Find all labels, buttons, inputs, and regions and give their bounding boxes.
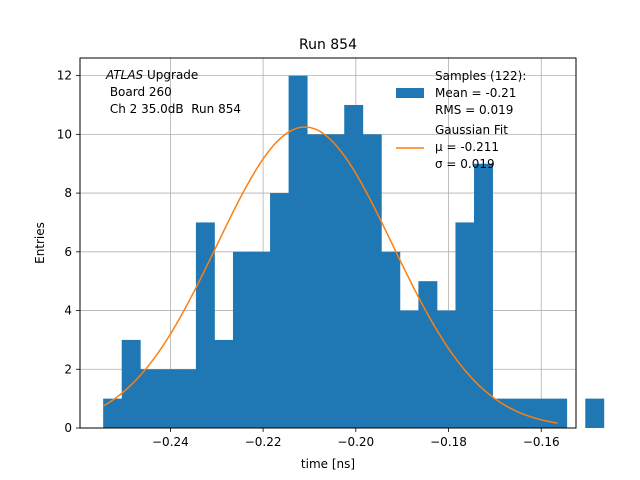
- histogram-bar: [436, 310, 456, 428]
- histogram-bar: [399, 310, 419, 428]
- x-tick-label: −0.16: [523, 435, 560, 449]
- histogram-bar: [455, 222, 475, 428]
- y-axis-label: Entries: [33, 222, 47, 264]
- histogram-bar: [232, 251, 252, 428]
- x-tick-label: −0.18: [430, 435, 467, 449]
- y-tick-label: 2: [64, 362, 72, 376]
- legend-histogram-mean: Mean = -0.21: [435, 86, 516, 100]
- histogram-bar: [251, 251, 271, 428]
- annotation-line-1: ATLAS Upgrade: [105, 68, 198, 82]
- histogram-bar: [548, 398, 568, 428]
- y-tick-label: 6: [64, 245, 72, 259]
- histogram-bar: [585, 398, 605, 428]
- legend-histogram-rms: RMS = 0.019: [435, 103, 513, 117]
- histogram-bar: [381, 251, 401, 428]
- legend-fit-title: Gaussian Fit: [435, 123, 508, 137]
- histogram-bar: [325, 134, 345, 428]
- histogram-bar: [344, 104, 364, 428]
- gaussian-fit-line: [102, 126, 558, 424]
- legend-fit-sigma: σ = 0.019: [435, 157, 495, 171]
- histogram-bar: [529, 398, 549, 428]
- y-tick-label: 8: [64, 186, 72, 200]
- x-tick-label: −0.20: [337, 435, 374, 449]
- x-axis-label: time [ns]: [301, 457, 355, 471]
- plot-frame: [79, 57, 577, 429]
- histogram-bar: [307, 134, 327, 428]
- histogram-bar: [418, 281, 438, 428]
- y-tick-label: 12: [57, 69, 72, 83]
- annotation-line-2: Board 260: [106, 85, 172, 99]
- x-tick-label: −0.24: [152, 435, 189, 449]
- histogram-bar: [195, 222, 215, 428]
- y-tick-label: 4: [64, 304, 72, 318]
- histogram-bar: [103, 398, 123, 428]
- y-tick-label: 10: [57, 127, 72, 141]
- histogram-bar: [288, 75, 308, 428]
- x-axis-ticks: −0.24 −0.22 −0.20 −0.18 −0.16: [152, 428, 560, 449]
- y-tick-label: 0: [64, 421, 72, 435]
- legend-fit-mu: μ = -0.211: [435, 140, 499, 154]
- y-axis-ticks: 0 2 4 6 8 10 12: [57, 69, 80, 435]
- x-tick-label: −0.22: [245, 435, 282, 449]
- legend-histogram-title: Samples (122):: [435, 69, 526, 83]
- histogram-bars: [103, 75, 605, 428]
- annotation-line-3: Ch 2 35.0dB Run 854: [106, 102, 241, 116]
- histogram-bar: [158, 369, 178, 428]
- histogram-bar: [214, 339, 234, 428]
- histogram-bar: [177, 369, 197, 428]
- annotation-line-1-rest: Upgrade: [143, 68, 198, 82]
- chart-title: Run 854: [299, 37, 357, 53]
- annotation: ATLAS Upgrade Board 260 Ch 2 35.0dB Run …: [105, 68, 241, 116]
- histogram-bar: [140, 369, 160, 428]
- gaussian-fit: [102, 126, 558, 424]
- legend-histogram-swatch: [396, 88, 424, 98]
- annotation-italic-word: ATLAS: [105, 68, 144, 82]
- histogram-bar: [362, 134, 382, 428]
- histogram-bar: [474, 163, 493, 428]
- legend: Samples (122): Mean = -0.21 RMS = 0.019 …: [396, 69, 526, 171]
- histogram-bar: [270, 193, 289, 428]
